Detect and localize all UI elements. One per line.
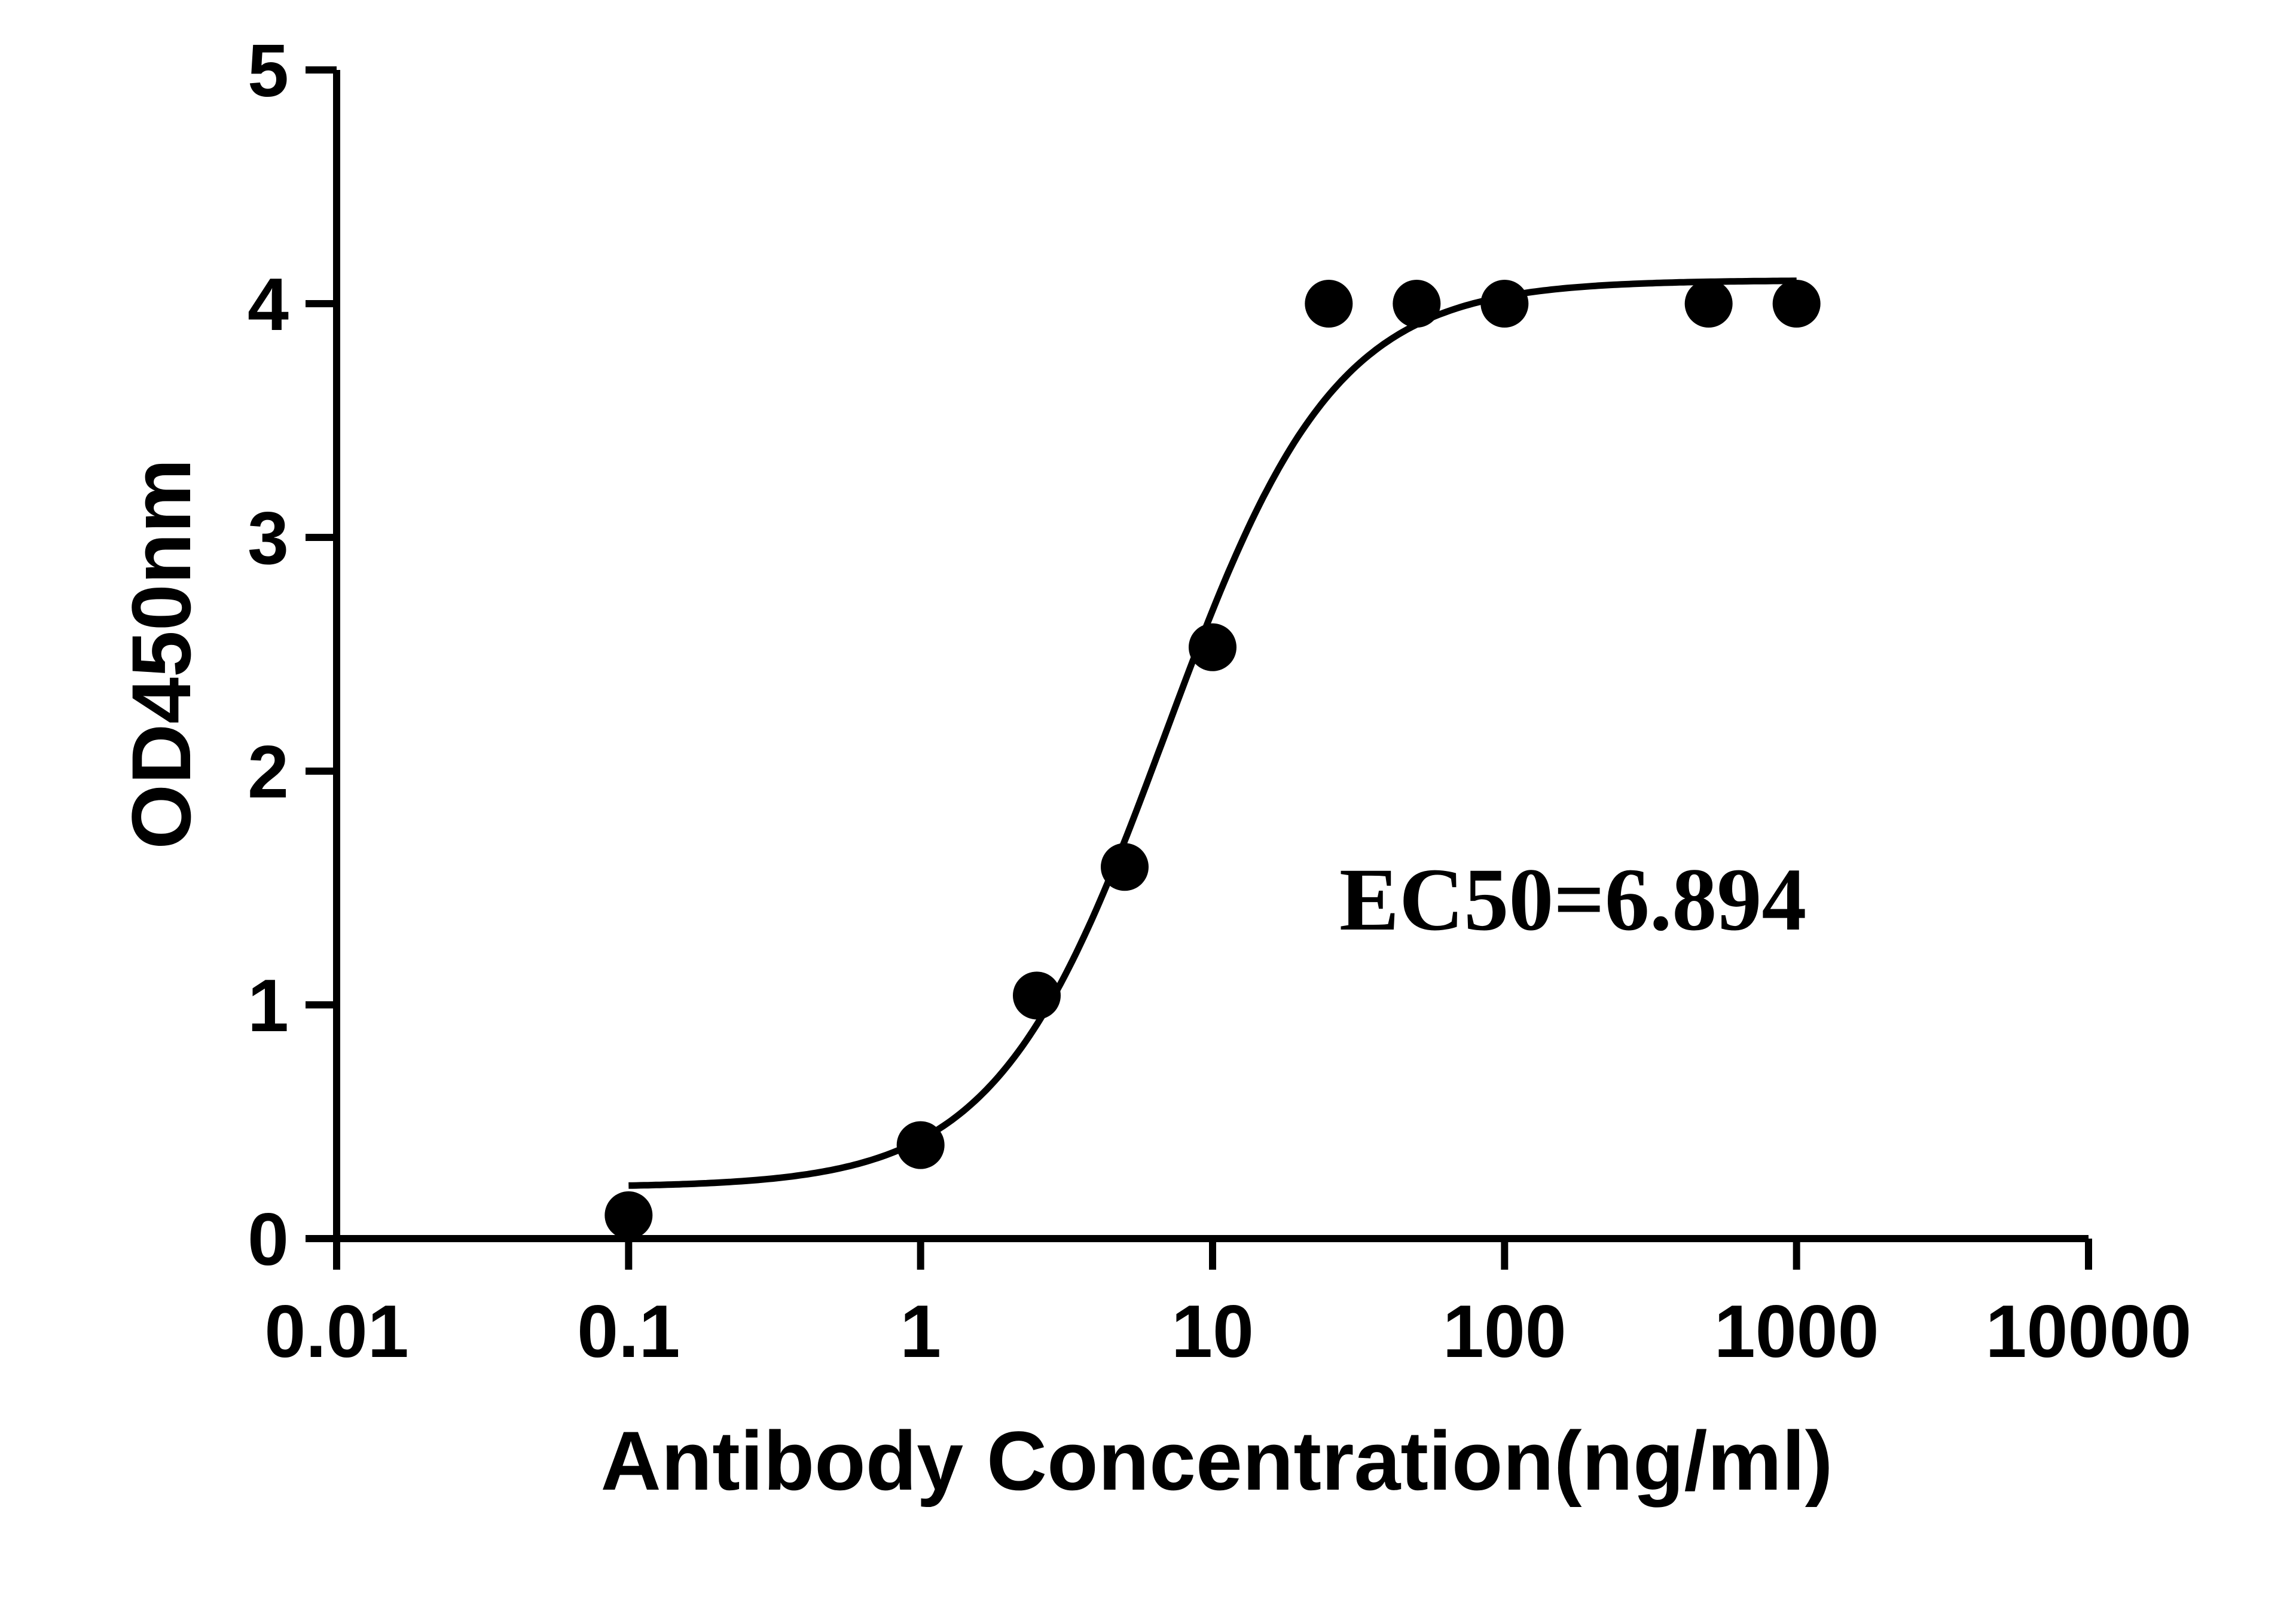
data-point	[1189, 623, 1236, 671]
data-point	[1393, 280, 1441, 328]
data-points	[604, 280, 1821, 1239]
fit-curve	[628, 277, 1797, 1189]
ec50-annotation: EC50=6.894	[1339, 850, 1806, 949]
y-tick-label: 5	[248, 30, 289, 112]
data-point	[1772, 280, 1821, 328]
ticks: 0.01 0.1 1 10 100 1000 10000 0 1 2 3 4 5	[248, 30, 2191, 1373]
y-tick-label: 1	[248, 965, 289, 1047]
x-tick-label: 1000	[1714, 1291, 1879, 1373]
data-point	[604, 1191, 653, 1239]
data-point	[896, 1121, 945, 1169]
data-point	[1100, 843, 1149, 891]
data-point	[1305, 280, 1353, 328]
x-tick-label: 100	[1443, 1291, 1567, 1373]
data-point	[1684, 280, 1733, 328]
x-tick-label: 10000	[1986, 1291, 2192, 1373]
data-point	[1012, 971, 1061, 1020]
y-tick-label: 2	[248, 731, 289, 814]
data-point	[1480, 280, 1529, 328]
x-axis-title: Antibody Concentration(ng/ml)	[601, 1414, 1833, 1508]
y-axis-title: OD450nm	[114, 458, 208, 849]
y-tick-label: 4	[248, 264, 289, 346]
x-tick-label: 10	[1171, 1291, 1254, 1373]
y-tick-label: 0	[248, 1199, 289, 1281]
y-tick-label: 3	[248, 497, 289, 580]
x-tick-label: 1	[900, 1291, 941, 1373]
x-tick-label: 0.1	[577, 1291, 680, 1373]
x-tick-label: 0.01	[264, 1291, 408, 1373]
